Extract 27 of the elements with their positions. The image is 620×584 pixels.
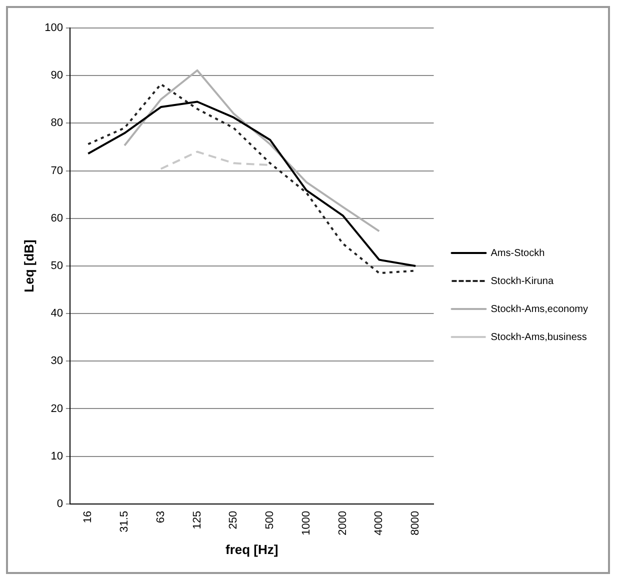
x-tick-label: 2000 bbox=[336, 510, 349, 536]
x-tick-label: 16 bbox=[82, 510, 94, 524]
x-tick-label: 1000 bbox=[300, 510, 312, 536]
x-axis-title: freq [Hz] bbox=[225, 542, 278, 557]
y-tick-label: 50 bbox=[50, 260, 63, 272]
legend-label: Stockh-Ams,economy bbox=[490, 304, 588, 315]
y-tick-label: 80 bbox=[50, 117, 63, 130]
y-tick-label: 0 bbox=[56, 498, 63, 510]
x-tick-label: 31.5 bbox=[118, 510, 131, 532]
y-tick-label: 40 bbox=[50, 308, 63, 320]
y-tick-label: 10 bbox=[50, 450, 63, 462]
x-tick-label: 250 bbox=[228, 510, 240, 530]
legend-label: Ams-Stockh bbox=[490, 248, 545, 259]
y-tick-label: 70 bbox=[50, 164, 63, 177]
legend-label: Stockh-Ams,business bbox=[490, 332, 587, 343]
x-tick-label: 8000 bbox=[410, 510, 422, 536]
y-tick-label: 90 bbox=[50, 70, 63, 82]
legend-label: Stockh-Kiruna bbox=[490, 276, 554, 287]
y-tick-label: 20 bbox=[50, 402, 63, 415]
y-tick-label: 100 bbox=[44, 22, 63, 34]
y-axis-title: Leq [dB] bbox=[21, 240, 36, 292]
x-tick-label: 4000 bbox=[373, 510, 386, 536]
y-tick-label: 60 bbox=[50, 212, 63, 224]
y-tick-label: 30 bbox=[50, 355, 63, 368]
x-tick-label: 125 bbox=[191, 510, 204, 530]
x-tick-label: 63 bbox=[154, 510, 167, 524]
x-tick-label: 500 bbox=[264, 510, 276, 530]
